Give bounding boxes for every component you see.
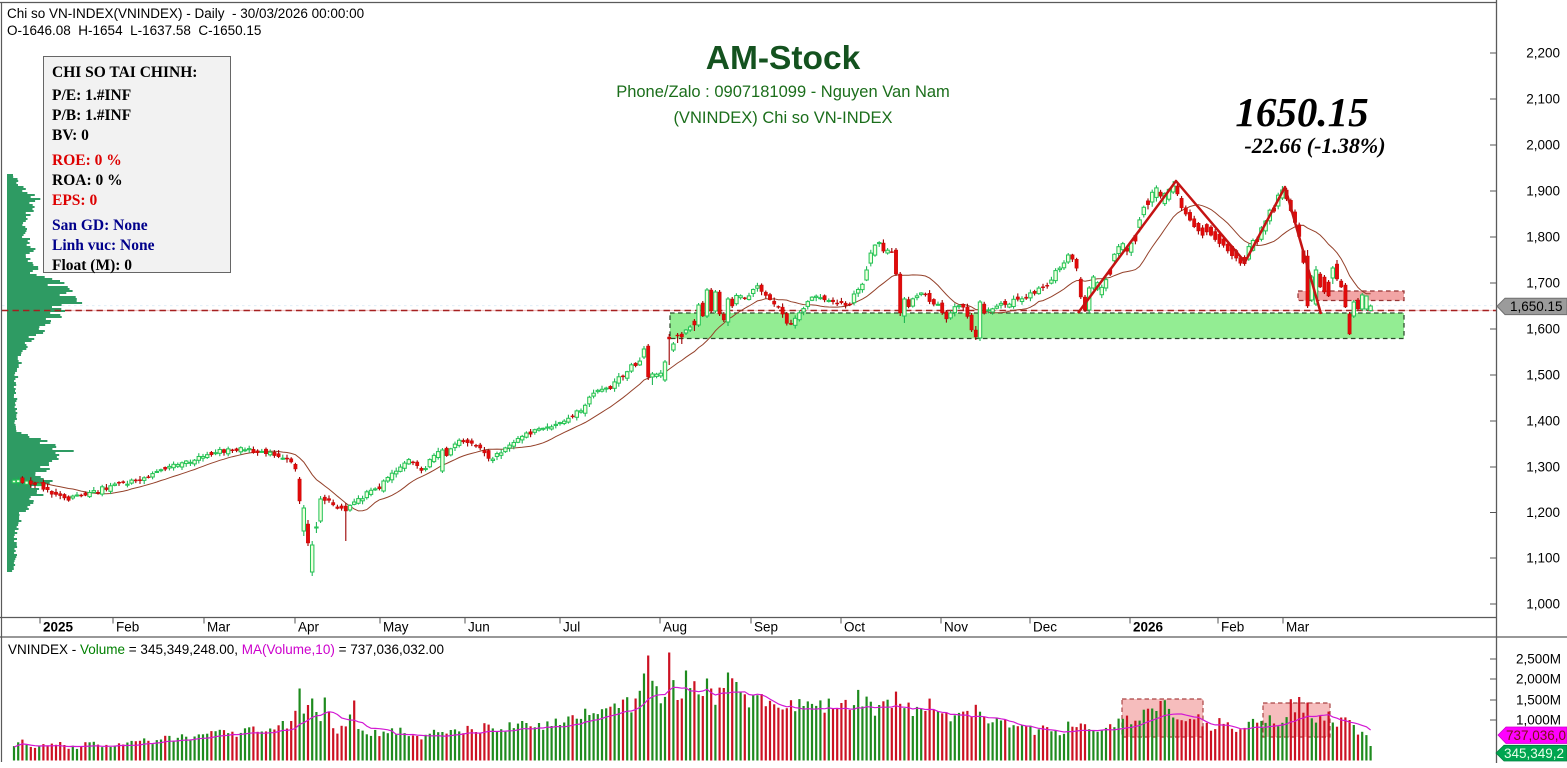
svg-text:Mar: Mar <box>207 620 231 635</box>
svg-text:Oct: Oct <box>844 620 865 635</box>
svg-text:1,900: 1,900 <box>1526 184 1560 199</box>
svg-text:2,200: 2,200 <box>1526 46 1560 61</box>
svg-text:1,650.15: 1,650.15 <box>1510 299 1563 314</box>
svg-text:345,349,2: 345,349,2 <box>1504 746 1564 761</box>
svg-text:1,500: 1,500 <box>1526 368 1560 383</box>
svg-text:Mar: Mar <box>1286 620 1310 635</box>
svg-text:1,600: 1,600 <box>1526 322 1560 337</box>
svg-text:2,500M: 2,500M <box>1516 652 1561 667</box>
svg-text:1,200: 1,200 <box>1526 505 1560 520</box>
svg-text:2025: 2025 <box>43 620 74 635</box>
svg-text:Feb: Feb <box>116 620 139 635</box>
svg-text:Sep: Sep <box>754 620 778 635</box>
svg-text:1,500M: 1,500M <box>1516 693 1561 708</box>
svg-text:2026: 2026 <box>1133 620 1164 635</box>
svg-text:2,000M: 2,000M <box>1516 672 1561 687</box>
svg-text:737,036,0: 737,036,0 <box>1506 728 1566 743</box>
svg-text:Apr: Apr <box>298 620 320 635</box>
svg-text:Jul: Jul <box>563 620 580 635</box>
svg-text:1,700: 1,700 <box>1526 276 1560 291</box>
svg-text:1,400: 1,400 <box>1526 414 1560 429</box>
svg-text:Nov: Nov <box>944 620 968 635</box>
svg-text:2,000: 2,000 <box>1526 138 1560 153</box>
svg-text:Dec: Dec <box>1033 620 1057 635</box>
svg-text:May: May <box>383 620 409 635</box>
svg-text:Aug: Aug <box>663 620 687 635</box>
svg-text:1,100: 1,100 <box>1526 551 1560 566</box>
svg-text:1,000M: 1,000M <box>1516 713 1561 728</box>
svg-text:Feb: Feb <box>1221 620 1244 635</box>
svg-text:1,300: 1,300 <box>1526 460 1560 475</box>
svg-text:2,100: 2,100 <box>1526 92 1560 107</box>
svg-text:1,000: 1,000 <box>1526 597 1560 612</box>
svg-text:Jun: Jun <box>468 620 490 635</box>
svg-text:1,800: 1,800 <box>1526 230 1560 245</box>
